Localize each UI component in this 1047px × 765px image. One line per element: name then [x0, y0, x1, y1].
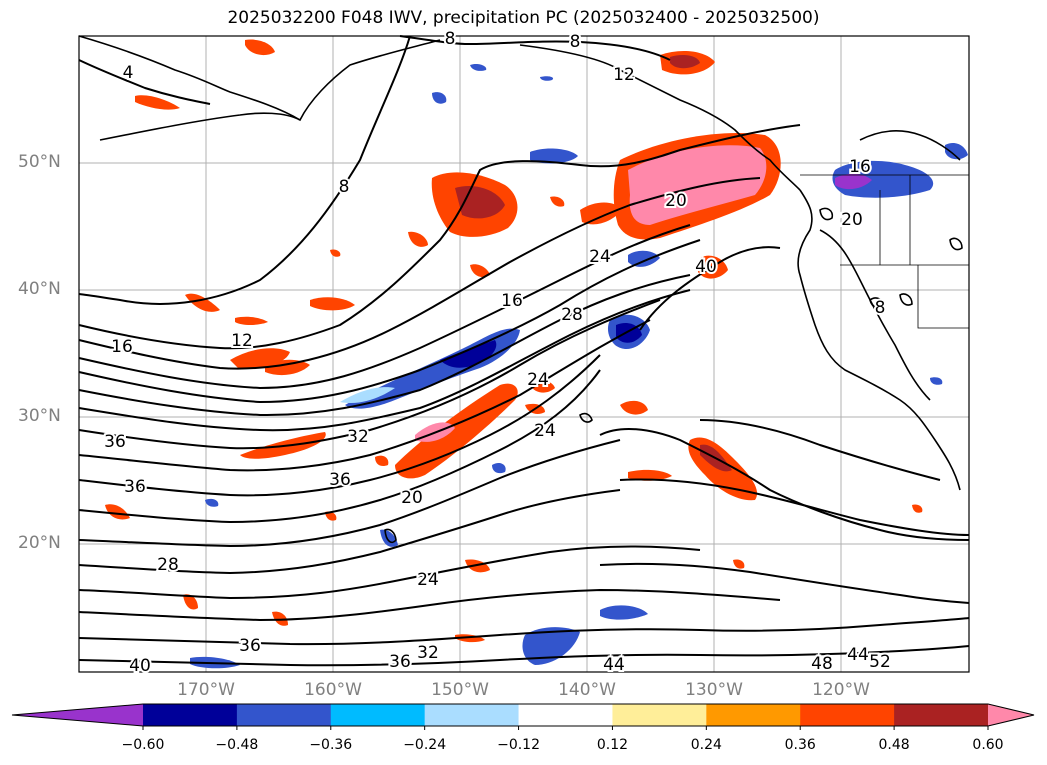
colorbar-tick-label: 0.12 — [596, 737, 629, 753]
colorbar-segment — [894, 704, 989, 726]
colorbar-segment — [330, 704, 426, 726]
contour-label: 24 — [534, 421, 556, 441]
map-title: 2025032200 F048 IWV, precipitation PC (2… — [227, 8, 820, 28]
contour-label: 20 — [665, 191, 687, 211]
colorbar-segment — [518, 704, 613, 726]
lon-label: 170°W — [177, 680, 235, 700]
colorbar-tick-label: 0.24 — [690, 737, 722, 753]
colorbar-segment — [706, 704, 801, 726]
colorbar-tick-label: −0.60 — [121, 737, 165, 753]
colorbar-segment — [424, 704, 520, 726]
contour-label: 40 — [129, 656, 151, 676]
contour-label: 16 — [501, 291, 523, 311]
colorbar-segment — [143, 704, 238, 726]
lat-label: 40°N — [18, 279, 61, 299]
coastlines — [78, 35, 963, 544]
colorbar — [11, 703, 1035, 730]
contour-label: 44 — [847, 645, 869, 665]
contour-label: 8 — [570, 32, 581, 52]
map-background — [79, 36, 969, 672]
lat-label: 50°N — [18, 152, 61, 172]
political-borders — [800, 174, 969, 329]
colorbar-extend-low — [12, 704, 143, 726]
contour-label: 44 — [603, 655, 625, 675]
contour-label: 8 — [875, 298, 886, 318]
contour-label: 20 — [841, 210, 863, 230]
contour-label: 32 — [417, 643, 439, 663]
colorbar-segment — [612, 704, 707, 726]
contour-label: 12 — [613, 65, 635, 85]
lat-label: 20°N — [18, 533, 61, 553]
contour-label: 16 — [849, 157, 871, 177]
colorbar-tick-label: 0.36 — [784, 737, 816, 753]
contour-label: 8 — [339, 177, 350, 197]
colorbar-tick-label: −0.24 — [403, 737, 447, 753]
lon-label: 160°W — [304, 680, 362, 700]
contour-label: 24 — [589, 247, 611, 267]
contour-label: 36 — [124, 477, 146, 497]
contour-label: 36 — [389, 652, 411, 672]
contour-label: 20 — [401, 488, 423, 508]
colorbar-tick-label: 0.60 — [972, 737, 1004, 753]
contour-label: 36 — [329, 470, 351, 490]
contour-label: 24 — [527, 370, 549, 390]
contour-label: 52 — [869, 652, 891, 672]
contour-label: 36 — [239, 636, 261, 656]
contour-label: 32 — [347, 427, 369, 447]
colorbar-segment — [236, 704, 332, 726]
colorbar-segment — [800, 704, 895, 726]
contour-label: 16 — [111, 337, 133, 357]
contour-label: 28 — [157, 555, 179, 575]
contour-label: 12 — [231, 331, 253, 351]
lon-label: 130°W — [685, 680, 743, 700]
contour-label: 8 — [445, 29, 456, 49]
colorbar-tick-label: 0.48 — [878, 737, 910, 753]
lon-label: 140°W — [558, 680, 616, 700]
contour-label: 24 — [417, 570, 439, 590]
contour-label: 4 — [123, 63, 134, 83]
contour-label: 48 — [811, 654, 833, 674]
colorbar-tick-label: −0.36 — [309, 737, 353, 753]
contour-label: 40 — [695, 257, 717, 277]
colorbar-tick-label: −0.12 — [497, 737, 540, 753]
lon-label: 120°W — [812, 680, 870, 700]
lon-label: 150°W — [431, 680, 489, 700]
colorbar-tick-label: −0.48 — [215, 737, 259, 753]
contour-label: 36 — [104, 432, 126, 452]
iwv-contours — [78, 35, 970, 667]
colorbar-extend-high — [988, 704, 1034, 726]
lat-label: 30°N — [18, 406, 61, 426]
map-frame — [78, 35, 970, 673]
contour-label: 28 — [561, 305, 583, 325]
